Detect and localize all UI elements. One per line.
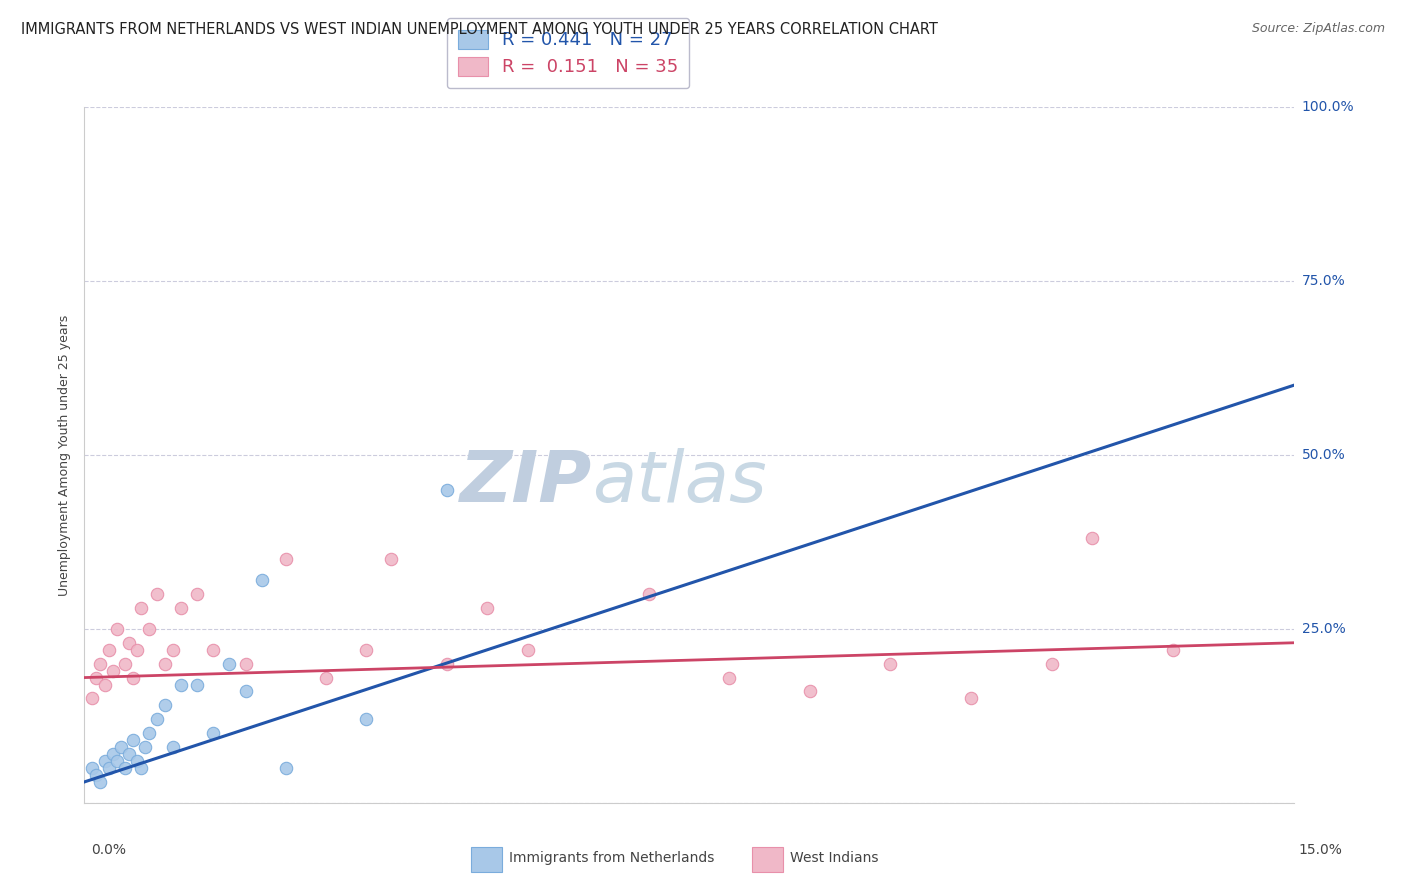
Point	[82, 761, 104, 775]
Text: 75.0%: 75.0%	[1302, 274, 1346, 288]
Point	[86, 671, 108, 685]
Point	[146, 712, 169, 726]
Point	[202, 642, 225, 657]
Point	[89, 775, 111, 789]
Point	[235, 657, 257, 671]
Point	[960, 691, 983, 706]
Point	[110, 740, 132, 755]
Point	[146, 587, 169, 601]
Point	[879, 657, 901, 671]
Point	[82, 691, 104, 706]
Point	[105, 622, 128, 636]
Point	[235, 684, 257, 698]
Point	[1161, 642, 1184, 657]
Point	[162, 642, 184, 657]
Point	[153, 657, 176, 671]
Point	[114, 761, 136, 775]
Point	[93, 754, 115, 768]
Point	[101, 747, 124, 761]
Y-axis label: Unemployment Among Youth under 25 years: Unemployment Among Youth under 25 years	[58, 314, 72, 596]
Point	[93, 677, 115, 691]
Point	[315, 671, 337, 685]
Point	[118, 747, 141, 761]
Point	[138, 622, 160, 636]
Point	[380, 552, 402, 566]
Point	[356, 642, 378, 657]
Point	[125, 754, 148, 768]
Point	[97, 761, 120, 775]
Text: IMMIGRANTS FROM NETHERLANDS VS WEST INDIAN UNEMPLOYMENT AMONG YOUTH UNDER 25 YEA: IMMIGRANTS FROM NETHERLANDS VS WEST INDI…	[21, 22, 938, 37]
Point	[153, 698, 176, 713]
Text: 25.0%: 25.0%	[1302, 622, 1346, 636]
Point	[274, 761, 297, 775]
Point	[134, 740, 156, 755]
Point	[114, 657, 136, 671]
Text: Source: ZipAtlas.com: Source: ZipAtlas.com	[1251, 22, 1385, 36]
Point	[129, 761, 152, 775]
Text: 0.0%: 0.0%	[91, 843, 127, 857]
Point	[170, 601, 193, 615]
Point	[1081, 532, 1104, 546]
Point	[218, 657, 240, 671]
Point	[718, 671, 741, 685]
Point	[162, 740, 184, 755]
Point	[356, 712, 378, 726]
Point	[202, 726, 225, 740]
Point	[125, 642, 148, 657]
Point	[121, 671, 143, 685]
Point	[105, 754, 128, 768]
Text: Immigrants from Netherlands: Immigrants from Netherlands	[509, 851, 714, 865]
Point	[89, 657, 111, 671]
Text: atlas: atlas	[592, 449, 766, 517]
Text: 100.0%: 100.0%	[1302, 100, 1354, 114]
Point	[1040, 657, 1063, 671]
Text: 15.0%: 15.0%	[1299, 843, 1343, 857]
Point	[118, 636, 141, 650]
Point	[516, 642, 538, 657]
Point	[477, 601, 499, 615]
Point	[436, 483, 458, 497]
Text: ZIP: ZIP	[460, 449, 592, 517]
Point	[97, 642, 120, 657]
Legend: R = 0.441   N = 27, R =  0.151   N = 35: R = 0.441 N = 27, R = 0.151 N = 35	[447, 18, 689, 88]
Point	[86, 768, 108, 782]
Point	[186, 677, 208, 691]
Point	[186, 587, 208, 601]
Point	[637, 587, 659, 601]
Point	[170, 677, 193, 691]
Text: 50.0%: 50.0%	[1302, 448, 1346, 462]
Point	[101, 664, 124, 678]
Point	[436, 657, 458, 671]
Point	[138, 726, 160, 740]
Point	[250, 573, 273, 587]
Point	[274, 552, 297, 566]
Point	[121, 733, 143, 747]
Point	[129, 601, 152, 615]
Point	[799, 684, 821, 698]
Text: West Indians: West Indians	[790, 851, 879, 865]
